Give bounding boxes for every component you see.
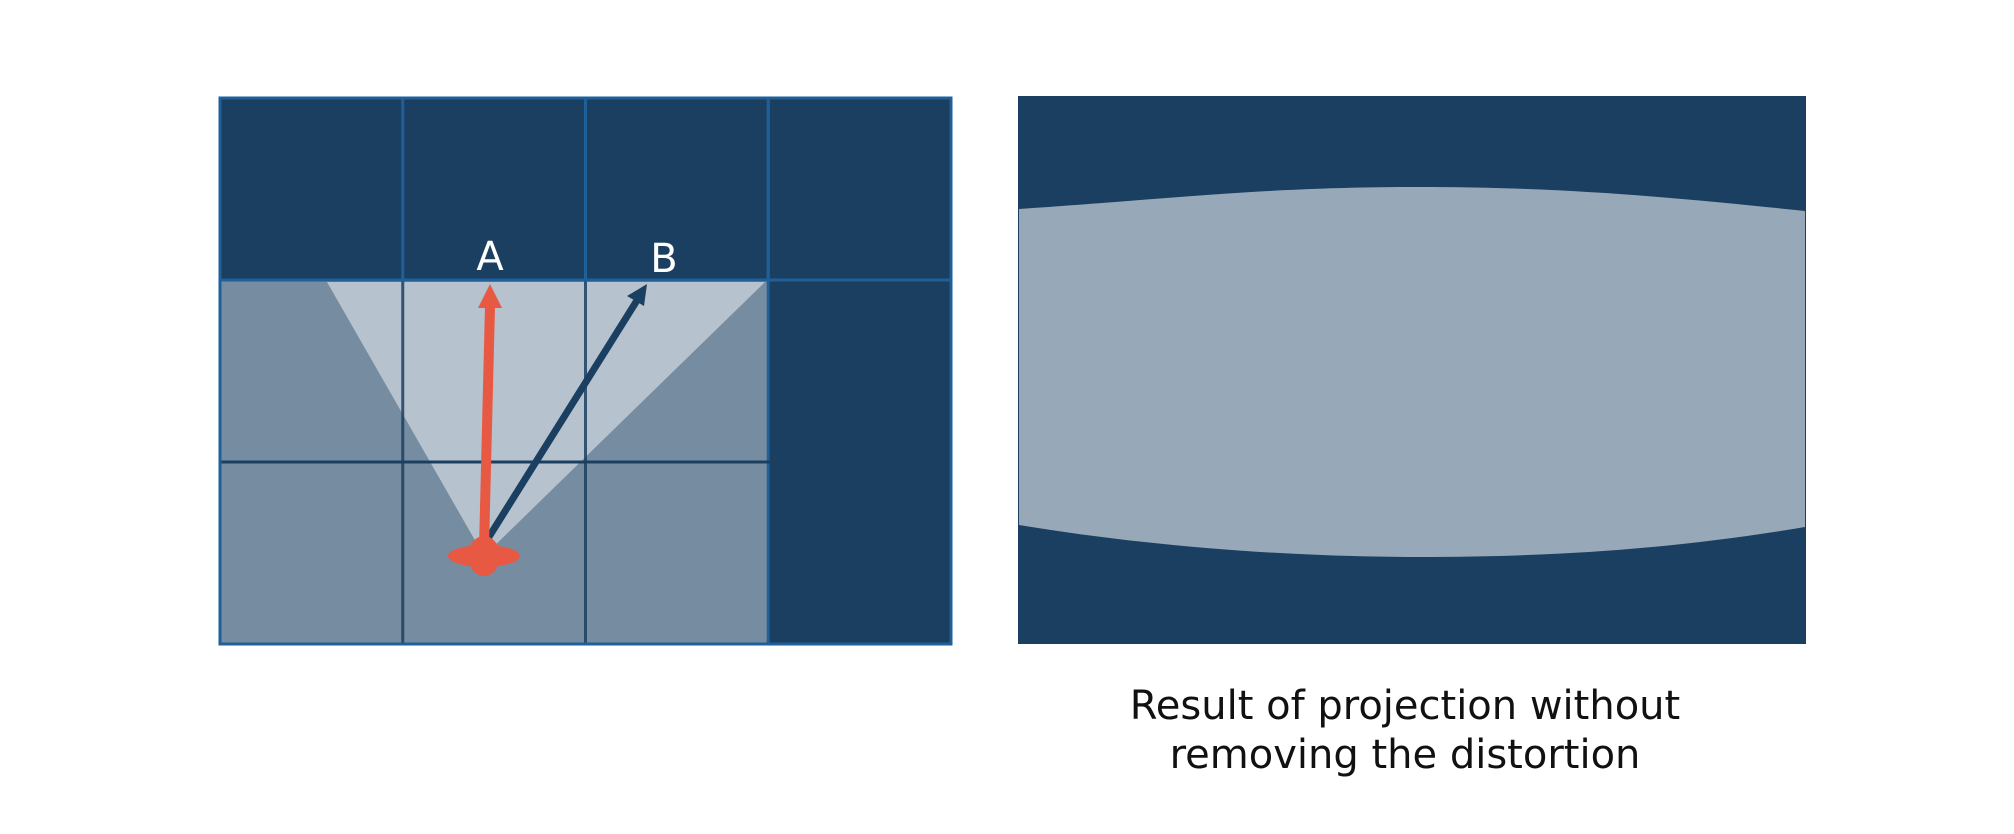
left-grid-diagram: A B xyxy=(218,96,953,646)
grid-cell-wall xyxy=(768,462,952,645)
label-b: B xyxy=(650,236,677,282)
caption-line-1: Result of projection without xyxy=(1129,683,1681,729)
grid-cell-wall xyxy=(768,280,952,463)
grid-cell-floor xyxy=(585,462,769,645)
grid-cell-floor xyxy=(220,462,404,645)
projection-band xyxy=(1019,186,1805,558)
arrow-b-shaft xyxy=(483,298,640,544)
arrow-diagonal-icon xyxy=(483,284,647,544)
label-a: A xyxy=(476,234,504,280)
red-blob-icon xyxy=(448,536,520,576)
grid-cell-wall xyxy=(585,98,769,281)
grid-cell-wall xyxy=(220,98,404,281)
grid-border xyxy=(218,96,953,646)
projection-caption: Result of projection without removing th… xyxy=(1012,682,1798,780)
arrow-a-head xyxy=(478,284,502,308)
grid-cell-wall xyxy=(402,98,586,281)
caption-line-2: removing the distortion xyxy=(1169,732,1641,778)
view-cone xyxy=(327,282,765,556)
arrow-a-shaft xyxy=(479,301,495,553)
arrow-up-icon xyxy=(478,284,502,553)
grid-lines xyxy=(220,98,951,644)
camera-blob-vertical xyxy=(468,536,500,576)
arrow-b-head xyxy=(627,284,647,306)
projection-result-diagram xyxy=(1018,96,1806,644)
grid-cell-wall xyxy=(768,98,952,281)
